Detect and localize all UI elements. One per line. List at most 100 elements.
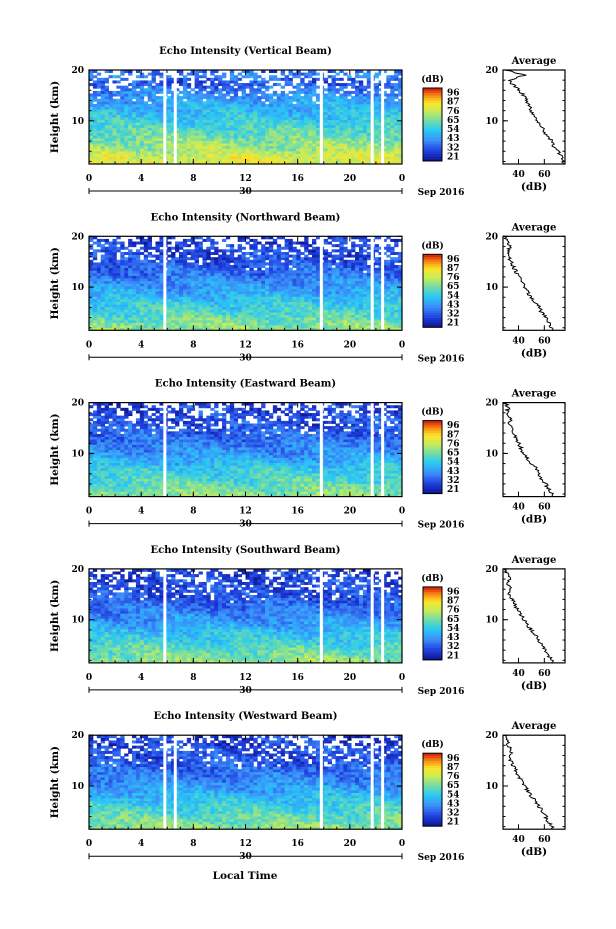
heatmap-cell <box>276 130 282 134</box>
heatmap-cell <box>394 137 399 141</box>
heatmap-cell <box>96 72 102 76</box>
colorbar-frame <box>422 87 443 162</box>
heatmap-cell <box>362 285 368 289</box>
heatmap-cell <box>351 314 356 318</box>
heatmap-cell <box>225 111 231 115</box>
heatmap-cell <box>265 306 270 310</box>
heatmap-cell <box>151 75 156 79</box>
heatmap-cell <box>257 98 262 102</box>
heatmap-cell <box>132 83 137 87</box>
heatmap-cell <box>182 265 188 269</box>
heatmap-cell <box>265 117 270 121</box>
heatmap-cell <box>186 103 192 107</box>
heatmap-cell <box>261 80 266 84</box>
heatmap-cell <box>327 85 332 89</box>
heatmap-cell <box>225 265 231 269</box>
heatmap-cell <box>398 259 403 263</box>
heatmap-cell <box>178 288 184 292</box>
heatmap-cell <box>116 150 121 154</box>
heatmap-cell <box>128 161 133 165</box>
heatmap-cell <box>194 80 199 84</box>
heatmap-cell <box>308 156 313 160</box>
heatmap-cell <box>241 265 246 269</box>
heatmap-cell <box>268 127 274 131</box>
heatmap-cell <box>96 150 102 154</box>
heatmap-cell <box>315 291 321 295</box>
heatmap-cell <box>222 319 227 323</box>
heatmap-cell <box>347 148 352 152</box>
heatmap-cell <box>222 111 227 115</box>
heatmap-cell <box>182 137 188 141</box>
heatmap-cell <box>233 285 239 289</box>
heatmap-cell <box>198 145 203 149</box>
heatmap-cell <box>225 309 231 313</box>
heatmap-cell <box>323 145 329 149</box>
heatmap-cell <box>245 304 250 308</box>
heatmap-cell <box>108 70 113 74</box>
heatmap-cell <box>96 301 102 305</box>
heatmap-cell <box>198 327 203 331</box>
heatmap-cell <box>355 265 360 269</box>
colorbar-segment <box>423 90 442 94</box>
heatmap-cell <box>280 322 286 326</box>
heatmap-cell <box>398 83 403 87</box>
heatmap-cell <box>132 117 137 121</box>
heatmap-cell <box>112 304 117 308</box>
heatmap-cell <box>116 130 121 134</box>
heatmap-cell <box>339 254 344 258</box>
heatmap-cell <box>355 145 360 149</box>
heatmap-cell <box>327 317 332 321</box>
heatmap-cell <box>312 72 317 76</box>
heatmap-cell <box>186 122 192 126</box>
heatmap-cell <box>276 140 282 144</box>
heatmap-cell <box>323 272 329 276</box>
heatmap-cell <box>347 306 352 310</box>
heatmap-cell <box>374 114 379 118</box>
heatmap-cell <box>308 117 313 121</box>
heatmap-cell <box>304 265 309 269</box>
heatmap-cell <box>386 270 391 274</box>
heatmap-cell <box>167 127 172 131</box>
colorbar-segment <box>423 107 442 111</box>
heatmap-cell <box>132 322 137 326</box>
colorbar-segment <box>423 158 442 162</box>
heatmap-cell <box>390 83 395 87</box>
heatmap-cell <box>362 257 368 261</box>
avg-y-tick-label: 20 <box>485 66 498 76</box>
heatmap-cell <box>312 80 317 84</box>
heatmap-cell <box>233 111 239 115</box>
heatmap-cell <box>382 291 387 295</box>
heatmap-cell <box>92 130 98 134</box>
heatmap-cell <box>355 288 360 292</box>
heatmap-cell <box>304 83 309 87</box>
heatmap-cell <box>355 291 360 295</box>
heatmap-cell <box>120 101 125 105</box>
heatmap-cell <box>296 296 301 300</box>
heatmap-cell <box>312 109 317 113</box>
heatmap-cell <box>104 140 109 144</box>
heatmap-cell <box>155 85 160 89</box>
heatmap-cell <box>237 156 242 160</box>
heatmap-cell <box>355 75 360 79</box>
heatmap-cell <box>351 259 356 263</box>
heatmap-cell <box>222 80 227 84</box>
heatmap-cell <box>315 317 321 321</box>
heatmap-cell <box>116 319 121 323</box>
heatmap-cell <box>151 325 156 329</box>
heatmap-cell <box>300 280 305 284</box>
heatmap-cell <box>351 150 356 154</box>
heatmap-cell <box>222 262 227 266</box>
heatmap-cell <box>194 124 199 128</box>
heatmap-cell <box>272 114 278 118</box>
heatmap-cell <box>186 265 192 269</box>
heatmap-cell <box>116 304 121 308</box>
heatmap-cell <box>194 127 199 131</box>
heatmap-cell <box>190 135 196 139</box>
heatmap-cell <box>382 259 387 263</box>
heatmap-cell <box>178 156 184 160</box>
heatmap-cell <box>96 275 102 279</box>
heatmap-cell <box>261 103 266 107</box>
heatmap-cell <box>100 291 106 295</box>
heatmap-cell <box>171 301 176 305</box>
heatmap-cell <box>390 130 395 134</box>
